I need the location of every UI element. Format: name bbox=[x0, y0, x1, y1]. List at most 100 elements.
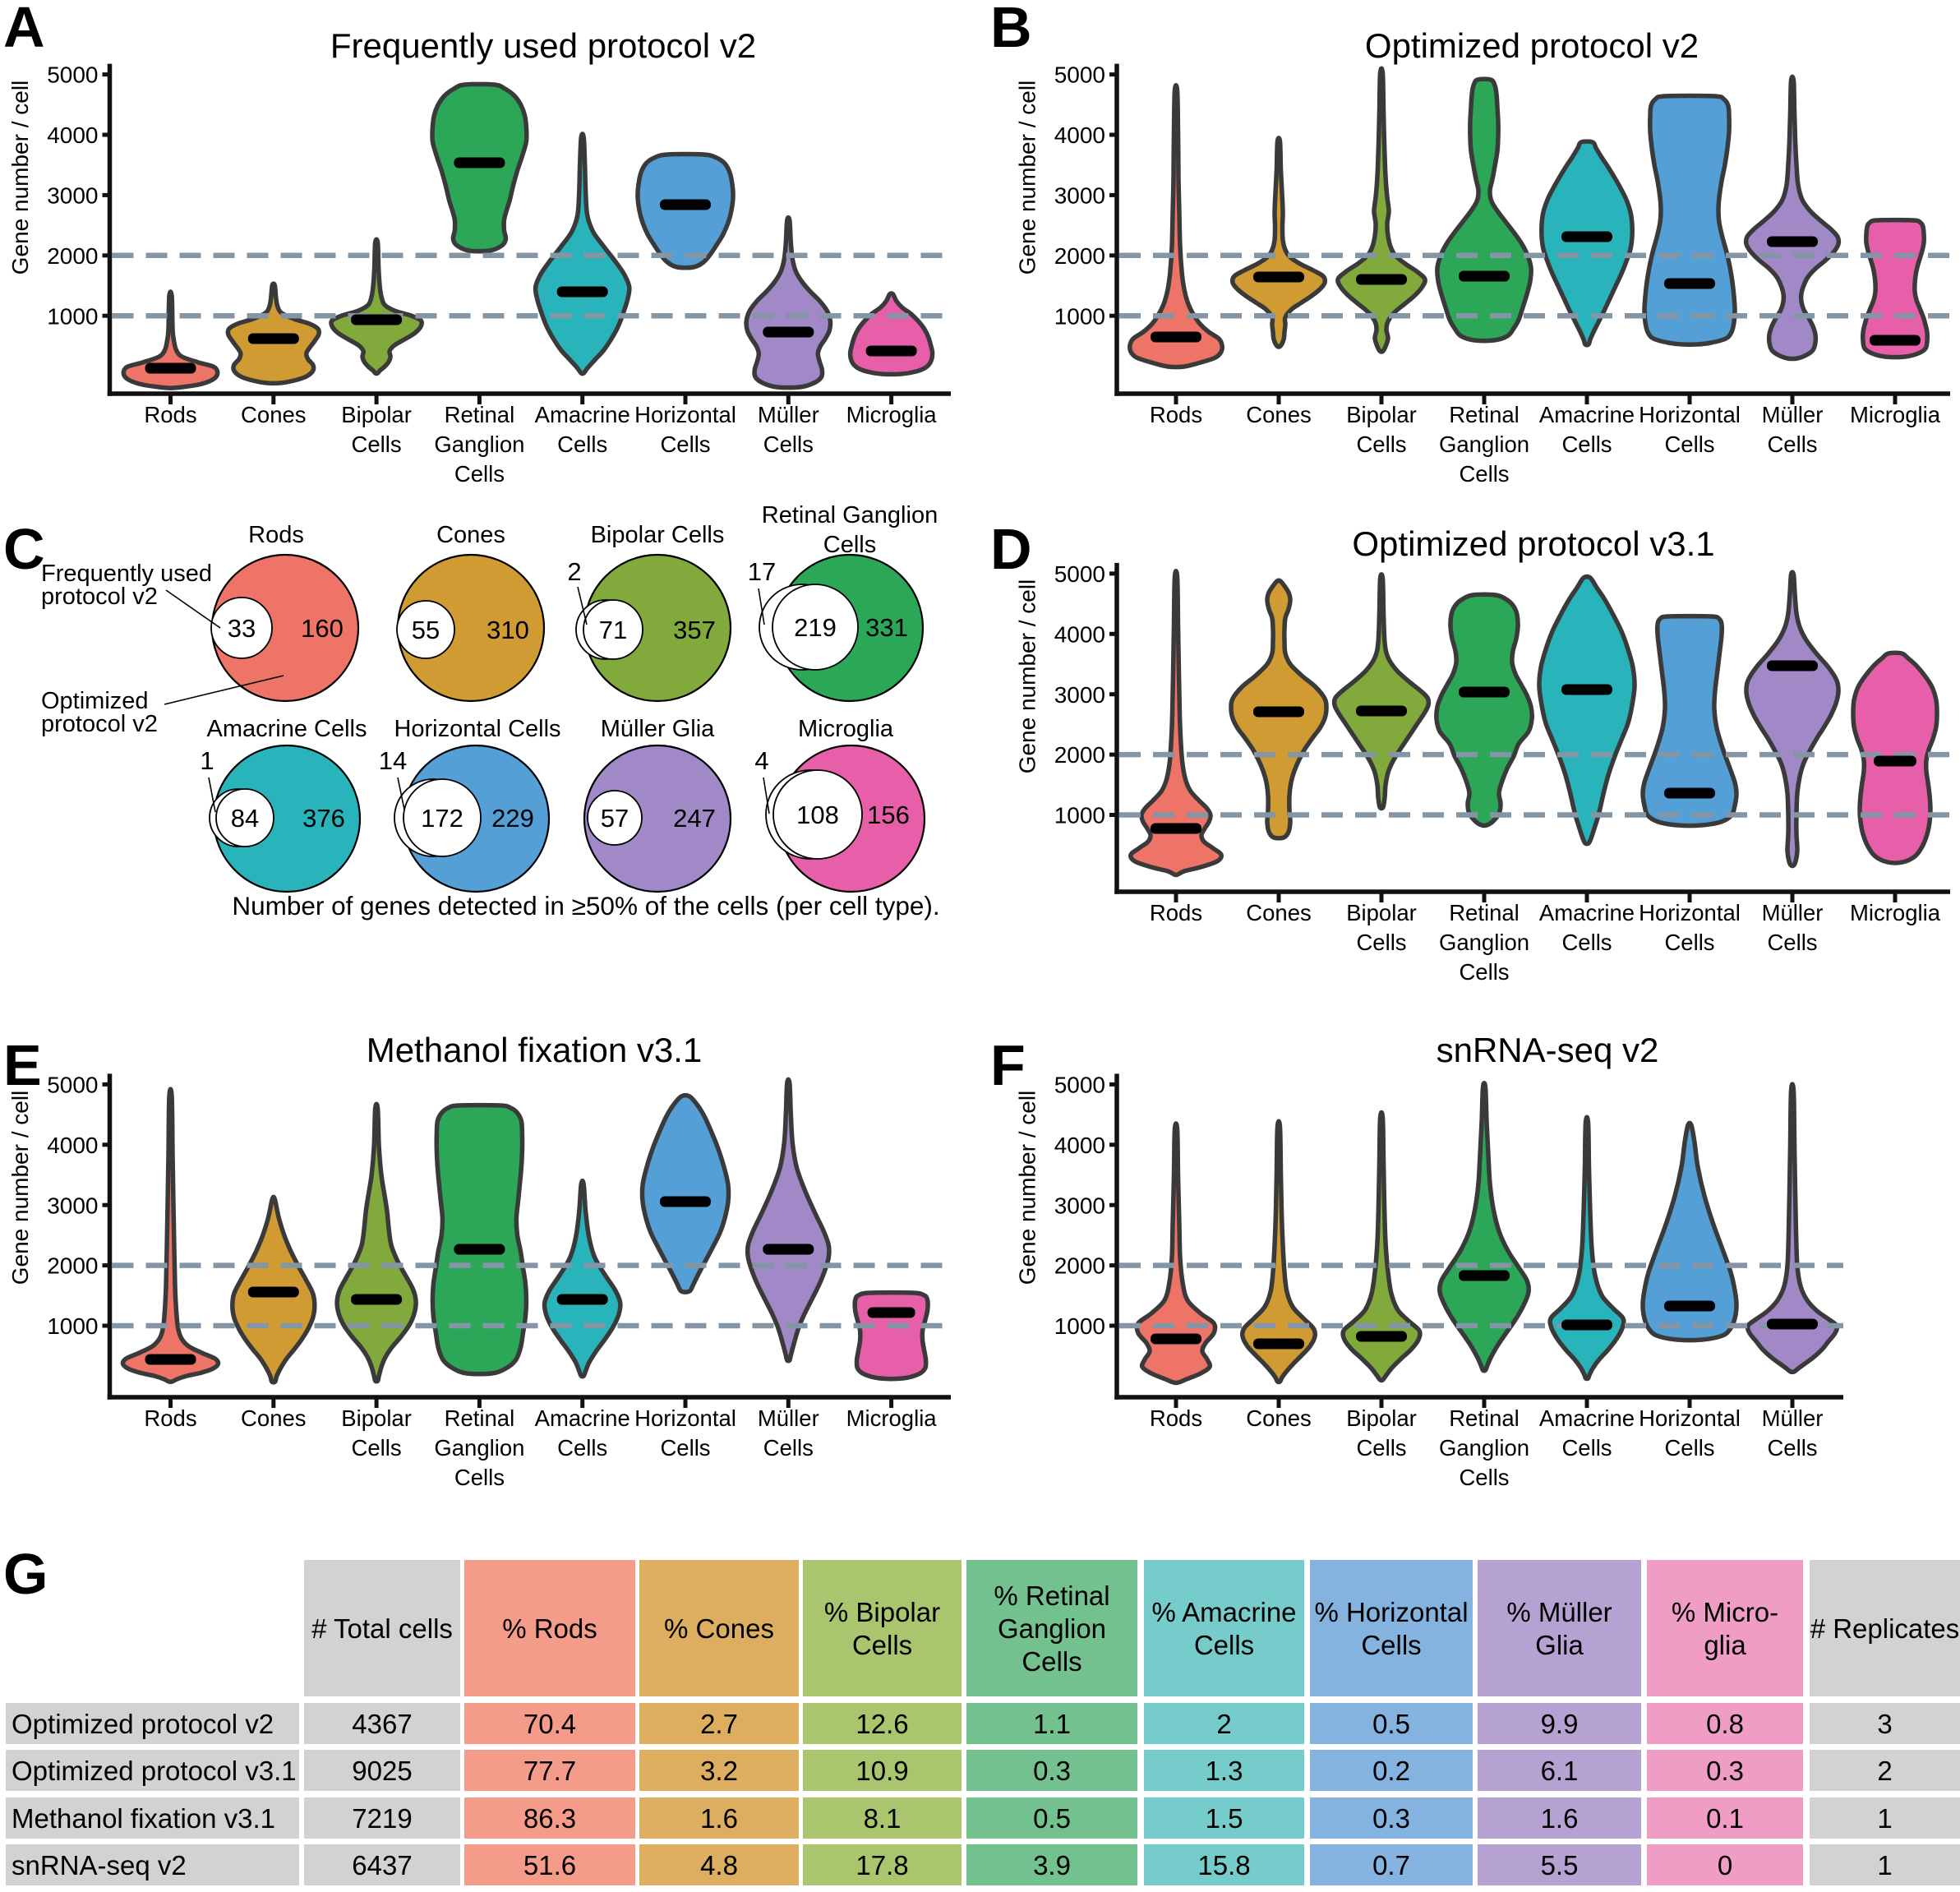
svg-text:2000: 2000 bbox=[1054, 243, 1105, 269]
svg-text:Cells: Cells bbox=[1022, 1646, 1081, 1677]
svg-text:2000: 2000 bbox=[47, 243, 98, 269]
svg-text:G: G bbox=[3, 1542, 48, 1606]
svg-text:156: 156 bbox=[867, 801, 910, 829]
svg-text:Rods: Rods bbox=[1150, 900, 1202, 925]
svg-text:D: D bbox=[990, 517, 1032, 581]
svg-text:Cells: Cells bbox=[454, 1465, 505, 1490]
svg-text:9.9: 9.9 bbox=[1541, 1709, 1579, 1739]
svg-text:57: 57 bbox=[601, 804, 629, 833]
svg-text:Amacrine: Amacrine bbox=[1539, 900, 1635, 925]
svg-text:Cells: Cells bbox=[1561, 431, 1612, 457]
svg-text:Optimized: Optimized bbox=[41, 688, 149, 714]
svg-text:Gene number / cell: Gene number / cell bbox=[7, 81, 33, 275]
svg-text:Number of genes detected in ≥5: Number of genes detected in ≥50% of the … bbox=[232, 891, 939, 921]
svg-text:Cells: Cells bbox=[1356, 930, 1406, 955]
svg-text:Microglia: Microglia bbox=[846, 1405, 938, 1431]
svg-text:Rods: Rods bbox=[1150, 402, 1202, 427]
svg-text:0.3: 0.3 bbox=[1372, 1803, 1410, 1834]
svg-text:0.3: 0.3 bbox=[1706, 1756, 1744, 1786]
svg-text:0.1: 0.1 bbox=[1706, 1803, 1744, 1834]
svg-text:3000: 3000 bbox=[47, 1193, 98, 1218]
svg-text:0.7: 0.7 bbox=[1372, 1850, 1410, 1880]
svg-text:Cells: Cells bbox=[660, 1435, 710, 1461]
svg-text:51.6: 51.6 bbox=[523, 1850, 576, 1880]
svg-text:Bipolar: Bipolar bbox=[341, 1405, 412, 1431]
svg-text:3: 3 bbox=[1877, 1709, 1892, 1739]
svg-text:0.5: 0.5 bbox=[1033, 1803, 1071, 1834]
svg-text:Amacrine: Amacrine bbox=[535, 402, 630, 427]
svg-text:Ganglion: Ganglion bbox=[998, 1613, 1106, 1644]
svg-text:Cells: Cells bbox=[1356, 1435, 1406, 1461]
svg-text:Retinal: Retinal bbox=[445, 402, 515, 427]
svg-text:0.5: 0.5 bbox=[1372, 1709, 1410, 1739]
svg-text:C: C bbox=[3, 517, 45, 581]
svg-text:3000: 3000 bbox=[47, 182, 98, 208]
svg-text:Ganglion: Ganglion bbox=[434, 431, 524, 457]
svg-text:12.6: 12.6 bbox=[855, 1709, 908, 1739]
svg-text:Cones: Cones bbox=[1246, 1405, 1312, 1431]
svg-text:7219: 7219 bbox=[352, 1803, 412, 1834]
svg-text:% Horizontal: % Horizontal bbox=[1314, 1597, 1468, 1627]
svg-text:8.1: 8.1 bbox=[864, 1803, 902, 1834]
svg-text:Ganglion: Ganglion bbox=[1439, 431, 1529, 457]
svg-text:2: 2 bbox=[1877, 1756, 1892, 1786]
svg-text:Cones: Cones bbox=[1246, 900, 1312, 925]
svg-text:Ganglion: Ganglion bbox=[434, 1435, 524, 1461]
svg-text:Ganglion: Ganglion bbox=[1439, 1435, 1529, 1461]
svg-text:1.1: 1.1 bbox=[1033, 1709, 1071, 1739]
svg-text:0: 0 bbox=[1718, 1850, 1732, 1880]
svg-text:Rods: Rods bbox=[144, 402, 196, 427]
svg-text:Amacrine Cells: Amacrine Cells bbox=[207, 716, 367, 742]
svg-text:Bipolar: Bipolar bbox=[341, 402, 412, 427]
svg-text:Horizontal: Horizontal bbox=[1639, 402, 1741, 427]
svg-text:Cones: Cones bbox=[241, 1405, 307, 1431]
svg-text:10.9: 10.9 bbox=[855, 1756, 908, 1786]
svg-text:Cells: Cells bbox=[1767, 930, 1817, 955]
svg-text:1000: 1000 bbox=[1054, 1313, 1105, 1339]
svg-text:86.3: 86.3 bbox=[523, 1803, 576, 1834]
svg-text:Optimized protocol v3.1: Optimized protocol v3.1 bbox=[12, 1756, 297, 1786]
svg-text:3000: 3000 bbox=[1054, 1193, 1105, 1218]
svg-text:Cells: Cells bbox=[1561, 930, 1612, 955]
svg-text:5.5: 5.5 bbox=[1541, 1850, 1579, 1880]
svg-text:Retinal: Retinal bbox=[1449, 1405, 1520, 1431]
svg-text:Horizontal: Horizontal bbox=[1639, 1405, 1741, 1431]
svg-text:3.9: 3.9 bbox=[1033, 1850, 1071, 1880]
svg-text:1000: 1000 bbox=[1054, 303, 1105, 329]
svg-text:Cells: Cells bbox=[1767, 1435, 1817, 1461]
svg-text:229: 229 bbox=[491, 804, 534, 833]
svg-text:Retinal: Retinal bbox=[1449, 900, 1520, 925]
svg-text:4000: 4000 bbox=[1054, 1133, 1105, 1158]
svg-text:Gene number / cell: Gene number / cell bbox=[1015, 1091, 1040, 1285]
svg-text:Microglia: Microglia bbox=[1850, 900, 1941, 925]
svg-text:Cells: Cells bbox=[1459, 959, 1509, 985]
svg-text:4.8: 4.8 bbox=[700, 1850, 738, 1880]
svg-text:% Müller: % Müller bbox=[1506, 1597, 1612, 1627]
svg-text:70.4: 70.4 bbox=[523, 1709, 576, 1739]
svg-text:5000: 5000 bbox=[1054, 1072, 1105, 1097]
svg-text:snRNA-seq v2: snRNA-seq v2 bbox=[12, 1850, 187, 1880]
svg-text:1.6: 1.6 bbox=[700, 1803, 738, 1834]
svg-text:Bipolar Cells: Bipolar Cells bbox=[591, 522, 725, 548]
svg-text:84: 84 bbox=[231, 804, 259, 833]
svg-text:protocol v2: protocol v2 bbox=[41, 584, 158, 610]
svg-text:1.6: 1.6 bbox=[1541, 1803, 1579, 1834]
svg-text:Cells: Cells bbox=[1664, 431, 1714, 457]
svg-text:Cones: Cones bbox=[436, 522, 505, 548]
svg-text:55: 55 bbox=[412, 616, 440, 644]
svg-text:% Bipolar: % Bipolar bbox=[824, 1597, 940, 1627]
svg-text:Frequently used: Frequently used bbox=[41, 561, 212, 587]
svg-text:Bipolar: Bipolar bbox=[1346, 900, 1417, 925]
svg-text:Cells: Cells bbox=[454, 461, 505, 487]
svg-text:Gene number / cell: Gene number / cell bbox=[1015, 81, 1040, 275]
svg-text:Microglia: Microglia bbox=[798, 716, 894, 742]
svg-text:Müller Glia: Müller Glia bbox=[601, 716, 715, 742]
svg-text:% Cones: % Cones bbox=[664, 1613, 774, 1644]
svg-text:2: 2 bbox=[1216, 1709, 1231, 1739]
svg-text:A: A bbox=[3, 0, 45, 59]
svg-text:Amacrine: Amacrine bbox=[535, 1405, 630, 1431]
svg-text:Cells: Cells bbox=[763, 1435, 814, 1461]
svg-text:1.5: 1.5 bbox=[1206, 1803, 1243, 1834]
svg-text:Horizontal: Horizontal bbox=[634, 402, 736, 427]
svg-text:Cells: Cells bbox=[352, 431, 402, 457]
